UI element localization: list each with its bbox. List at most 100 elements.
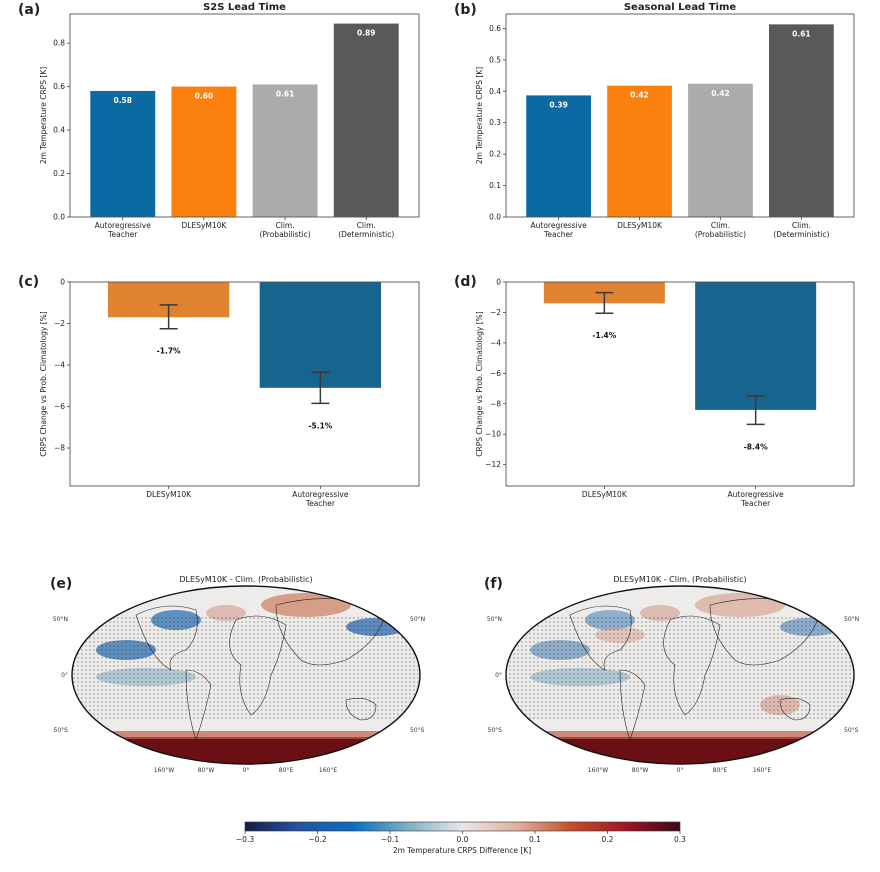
y-axis-label: CRPS Change vs Prob. Climatology [%] [475, 311, 484, 457]
lat-label-right: 50°N [844, 616, 859, 623]
data-label: 0.60 [195, 92, 214, 101]
colorbar-tick-label: −0.2 [308, 835, 326, 844]
x-tick-label: Teacher [740, 499, 771, 508]
colorbar-tick-label: −0.1 [381, 835, 399, 844]
panel-label: (f) [484, 576, 503, 592]
y-tick-label: −12 [485, 460, 501, 469]
y-tick-label: −2 [490, 308, 501, 317]
x-tick-label: Teacher [305, 499, 336, 508]
y-tick-label: 0 [60, 278, 65, 287]
x-tick-label: Clim. [792, 221, 811, 230]
map-title: DLESyM10K - Clim. (Probabilistic) [613, 575, 746, 584]
y-tick-label: 0.5 [489, 55, 501, 64]
coastline [663, 615, 721, 716]
data-label: 0.61 [276, 89, 295, 98]
antarctica-anomaly [506, 737, 854, 764]
map-field [506, 586, 854, 764]
map-outline [71, 585, 421, 765]
y-tick-label: −6 [490, 369, 501, 378]
data-label: -1.7% [157, 347, 181, 356]
y-tick-label: 0.6 [489, 24, 501, 33]
coastline [569, 605, 632, 671]
bar [607, 85, 672, 217]
x-tick-label: Autoregressive [728, 490, 785, 499]
y-tick-label: 0.8 [53, 39, 65, 48]
y-tick-label: −4 [490, 338, 501, 347]
y-tick-label: 0.2 [489, 150, 501, 159]
x-tick-label: Clim. [711, 221, 730, 230]
colorbar: −0.3 −0.2 −0.1 0.0 0.1 0.2 0.3 2m Temperature C… [236, 821, 686, 855]
panel-label: (e) [50, 576, 72, 592]
data-label: 0.61 [792, 29, 811, 38]
data-label: 0.42 [630, 91, 649, 100]
data-label: -1.4% [592, 331, 616, 340]
colorbar-tick-label: 0.0 [457, 835, 469, 844]
data-label: 0.42 [711, 89, 730, 98]
bar [695, 282, 817, 410]
y-tick-label: 0.3 [489, 118, 501, 127]
lat-label-left: 50°S [54, 727, 69, 734]
x-tick-label: (Probabilistic) [259, 230, 310, 239]
colorbar-tick-label: 0.2 [602, 835, 614, 844]
colorbar-tick-label: 0.1 [529, 835, 541, 844]
x-tick-label: (Deterministic) [773, 230, 829, 239]
x-tick-label: Teacher [107, 230, 138, 239]
x-tick-label: (Probabilistic) [695, 230, 746, 239]
x-tick-label: Clim. [276, 221, 295, 230]
y-axis-label: 2m Temperature CRPS [K] [475, 67, 484, 164]
colorbar-tick-label: 0.3 [674, 835, 686, 844]
x-tick-label: DLESyM10K [146, 490, 192, 499]
chart-title: S2S Lead Time [203, 2, 286, 13]
y-tick-label: 0.0 [53, 213, 65, 222]
lat-label-left: 50°N [487, 616, 502, 623]
significance-stippling [506, 615, 854, 720]
lon-label: 80°E [279, 767, 294, 774]
lon-label: 160°W [154, 767, 174, 774]
lat-label-right: 50°N [410, 616, 425, 623]
lat-label-right: 50°S [844, 727, 859, 734]
x-tick-label: Autoregressive [95, 221, 152, 230]
y-tick-label: −4 [54, 361, 65, 370]
coastline [345, 698, 377, 721]
y-tick-label: −8 [54, 444, 65, 453]
lon-label: 0° [677, 767, 684, 774]
bar [171, 86, 237, 218]
y-axis-label: CRPS Change vs Prob. Climatology [%] [39, 311, 48, 457]
lat-label-left: 0° [61, 672, 68, 679]
y-tick-label: 0.6 [53, 82, 65, 91]
axes-frame [69, 13, 420, 218]
lon-label: 0° [243, 767, 250, 774]
axes-frame [505, 13, 855, 218]
colorbar-tick-label: −0.3 [236, 835, 254, 844]
bar [252, 84, 318, 217]
coastline [779, 698, 811, 721]
y-tick-label: 0.4 [489, 87, 501, 96]
colorbar-label: 2m Temperature CRPS Difference [K] [393, 846, 531, 855]
x-tick-label: DLESyM10K [182, 221, 228, 230]
data-label: 0.58 [113, 96, 132, 105]
x-tick-label: Autoregressive [531, 221, 588, 230]
lon-label: 80°W [632, 767, 649, 774]
bar [526, 95, 591, 217]
lon-label: 80°W [198, 767, 215, 774]
anomaly-region [695, 593, 785, 617]
coastline [229, 615, 287, 716]
significance-stippling [72, 615, 420, 720]
y-tick-label: 0.0 [489, 213, 501, 222]
chart-panel-d: -1.4% DLESyM10K -8.4% AutoregressiveTeacher… [454, 274, 855, 508]
map-outline [505, 585, 855, 765]
lon-label: 160°E [753, 767, 771, 774]
panel-label: (d) [454, 274, 477, 290]
y-axis-label: 2m Temperature CRPS [K] [39, 67, 48, 164]
x-tick-label: (Deterministic) [338, 230, 394, 239]
x-tick-label: DLESyM10K [582, 490, 628, 499]
y-tick-label: 0 [496, 278, 501, 287]
panel-label: (a) [18, 2, 40, 18]
y-tick-label: −10 [485, 430, 501, 439]
lon-label: 160°E [319, 767, 337, 774]
y-tick-label: −2 [54, 319, 65, 328]
x-tick-label: Autoregressive [292, 490, 349, 499]
lat-label-right: 50°S [410, 727, 425, 734]
